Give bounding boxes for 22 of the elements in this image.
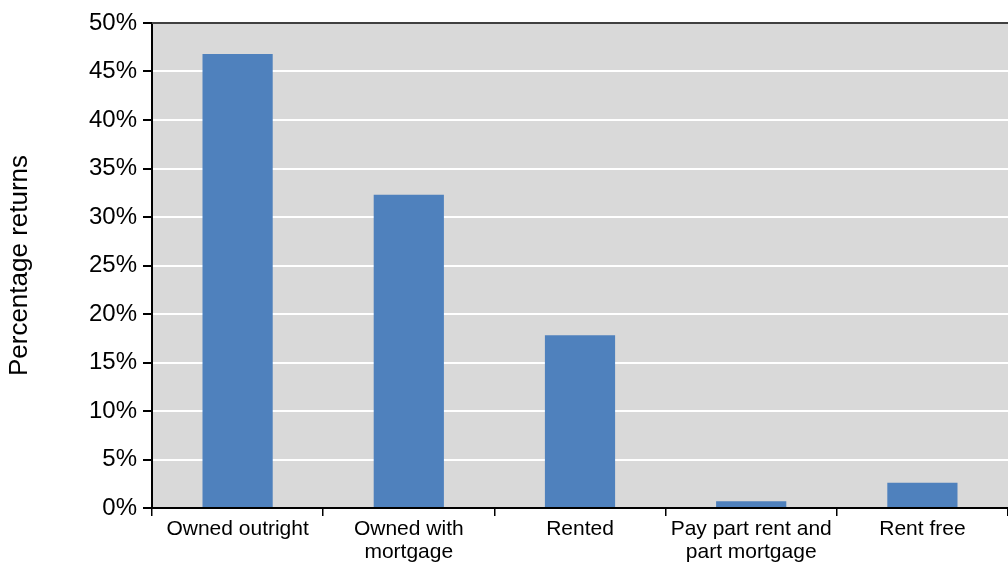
y-tick-label: 35% (88, 153, 137, 181)
y-axis-title: Percentage returns (2, 154, 33, 377)
x-tick-label: Pay part rent and part mortgage (670, 516, 832, 563)
y-tick-label: 20% (88, 298, 137, 326)
y-tick-label: 40% (88, 104, 137, 132)
y-tick-label: 15% (88, 347, 137, 375)
bar (544, 335, 616, 507)
x-tick-label: Owned outright (166, 516, 309, 540)
bar (373, 194, 444, 507)
x-tick-label: Owned with mortgage (353, 516, 464, 563)
bar (202, 54, 273, 507)
y-tick-label: 10% (88, 395, 137, 423)
y-tick-label: 25% (88, 250, 137, 278)
y-tick-label: 45% (88, 56, 137, 84)
y-tick-label: 50% (88, 7, 137, 35)
bar (716, 501, 787, 507)
x-tick-label: Rented (546, 516, 614, 540)
y-tick-label: 30% (88, 201, 137, 229)
x-tick-label: Rent free (879, 516, 966, 540)
y-tick-label: 5% (102, 444, 137, 472)
y-tick-label: 0% (102, 492, 137, 520)
bar (887, 482, 958, 507)
